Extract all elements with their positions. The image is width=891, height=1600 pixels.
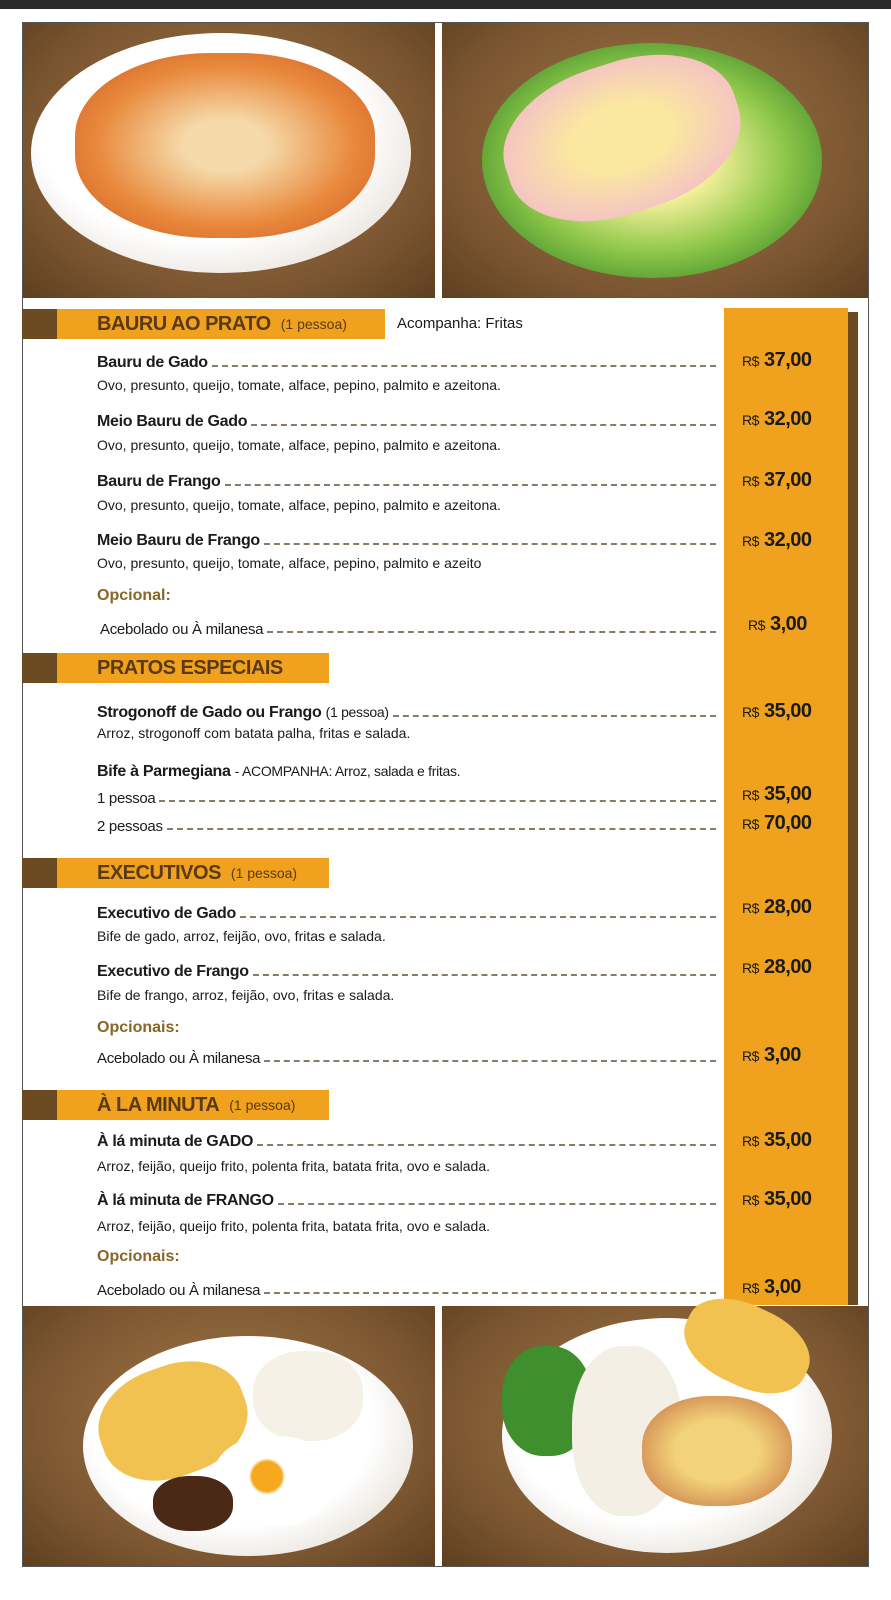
section-marker — [22, 309, 57, 339]
dotted-leader — [264, 1292, 716, 1294]
item-name: Acebolado ou À milanesa — [97, 1282, 261, 1299]
optional-item: Acebolado ou À milanesa — [97, 1277, 718, 1299]
section-header-pratos-especiais: PRATOS ESPECIAIS — [57, 653, 329, 683]
menu-item: Executivo de Frango — [97, 959, 718, 981]
item-price: R$ 37,00 — [742, 349, 812, 371]
dotted-leader — [263, 543, 716, 545]
optional-label: Opcionais: — [97, 1248, 180, 1265]
item-price: R$ 3,00 — [742, 1276, 801, 1298]
optional-label: Opcionais: — [97, 1019, 180, 1036]
egg-icon — [213, 1436, 333, 1526]
menu-item: Strogonoff de Gado ou Frango (1 pessoa) — [97, 700, 718, 722]
item-desc: Arroz, strogonoff com batata palha, frit… — [97, 725, 411, 741]
item-desc: Ovo, presunto, queijo, tomate, alface, p… — [97, 555, 482, 571]
photo-executivo — [23, 1306, 435, 1566]
section-marker — [22, 653, 57, 683]
menu-item: Meio Bauru de Gado — [97, 409, 718, 431]
item-name: Meio Bauru de Gado — [97, 413, 248, 430]
section-marker — [22, 858, 57, 888]
item-name: Meio Bauru de Frango — [97, 532, 260, 549]
section-subtitle: (1 pessoa) — [280, 316, 347, 332]
menu-item: Meio Bauru de Frango — [97, 528, 718, 550]
item-price: R$ 32,00 — [742, 529, 812, 551]
item-price: R$ 28,00 — [742, 896, 812, 918]
menu-item: Bauru de Frango — [97, 469, 718, 491]
section-title: BAURU AO PRATO — [97, 312, 271, 335]
item-name: Executivo de Gado — [97, 905, 236, 922]
top-bar — [0, 0, 891, 9]
section-header-executivos: EXECUTIVOS (1 pessoa) — [57, 858, 329, 888]
dotted-leader — [392, 715, 716, 717]
option-row: 1 pessoa — [97, 785, 718, 807]
item-name: À lá minuta de FRANGO — [97, 1192, 274, 1209]
dotted-leader — [239, 916, 716, 918]
optional-item: Acebolado ou À milanesa — [97, 1045, 718, 1067]
steak-icon — [153, 1476, 233, 1531]
dotted-leader — [166, 828, 716, 830]
price-column-shadow — [848, 312, 858, 1305]
item-price: R$ 28,00 — [742, 956, 812, 978]
dotted-leader — [277, 1203, 716, 1205]
item-desc: Arroz, feijão, queijo frito, polenta fri… — [97, 1158, 490, 1174]
item-price: R$ 3,00 — [742, 1044, 801, 1066]
item-desc: Bife de frango, arroz, feijão, ovo, frit… — [97, 987, 395, 1003]
menu-item: Executivo de Gado — [97, 901, 718, 923]
item-name: Bauru de Frango — [97, 473, 221, 490]
menu-item: À lá minuta de GADO — [97, 1129, 718, 1151]
item-name: À lá minuta de GADO — [97, 1133, 254, 1150]
menu-item: Bife à Parmegiana - ACOMPANHA: Arroz, sa… — [97, 759, 718, 781]
menu-item: À lá minuta de FRANGO — [97, 1188, 718, 1210]
item-name: Executivo de Frango — [97, 963, 249, 980]
menu-item: Bauru de Gado — [97, 350, 718, 372]
dotted-leader — [224, 484, 716, 486]
item-price: R$ 35,00 — [742, 1188, 812, 1210]
item-price: R$ 3,00 — [748, 613, 807, 635]
strogonoff-icon — [642, 1396, 792, 1506]
dotted-leader — [252, 974, 716, 976]
menu-frame — [22, 22, 869, 1567]
dotted-leader — [264, 1060, 716, 1062]
section-note: Acompanha: Fritas — [397, 315, 523, 332]
option-name: 2 pessoas — [97, 818, 163, 835]
section-subtitle: (1 pessoa) — [229, 1097, 296, 1113]
item-price: R$ 35,00 — [742, 700, 812, 722]
bauru-food-icon — [75, 53, 375, 238]
option-name: 1 pessoa — [97, 790, 156, 807]
item-price: R$ 35,00 — [742, 783, 812, 805]
item-desc: Ovo, presunto, queijo, tomate, alface, p… — [97, 437, 501, 453]
section-subtitle: (1 pessoa) — [230, 865, 298, 881]
optional-item: Acebolado ou À milanesa — [100, 616, 718, 638]
item-name: Acebolado ou À milanesa — [100, 621, 264, 638]
section-marker — [22, 1090, 57, 1120]
photo-bauru — [23, 23, 435, 298]
photo-strogonoff — [442, 1282, 868, 1566]
dotted-leader — [257, 1144, 716, 1146]
section-header-a-la-minuta: À LA MINUTA (1 pessoa) — [57, 1090, 329, 1120]
price-column — [724, 308, 848, 1305]
dotted-leader — [267, 631, 716, 633]
item-price: R$ 32,00 — [742, 408, 812, 430]
optional-label: Opcional: — [97, 587, 171, 604]
rice-icon — [253, 1351, 363, 1441]
option-row: 2 pessoas — [97, 813, 718, 835]
item-desc: Bife de gado, arroz, feijão, ovo, fritas… — [97, 928, 386, 944]
item-price: R$ 35,00 — [742, 1129, 812, 1151]
item-name: Acebolado ou À milanesa — [97, 1050, 261, 1067]
section-title: À LA MINUTA — [97, 1093, 220, 1116]
section-header-bauru: BAURU AO PRATO (1 pessoa) — [57, 309, 385, 339]
dotted-leader — [251, 424, 716, 426]
dotted-leader — [211, 365, 716, 367]
item-name: Bife à Parmegiana - ACOMPANHA: Arroz, sa… — [97, 763, 461, 780]
item-price: R$ 70,00 — [742, 812, 812, 834]
section-title: EXECUTIVOS — [97, 861, 221, 884]
item-desc: Ovo, presunto, queijo, tomate, alface, p… — [97, 377, 501, 393]
item-desc: Arroz, feijão, queijo frito, polenta fri… — [97, 1218, 490, 1234]
photo-bauru-salad — [442, 23, 868, 298]
dotted-leader — [159, 800, 716, 802]
item-name: Strogonoff de Gado ou Frango (1 pessoa) — [97, 704, 389, 721]
item-name: Bauru de Gado — [97, 354, 208, 371]
item-desc: Ovo, presunto, queijo, tomate, alface, p… — [97, 497, 501, 513]
section-title: PRATOS ESPECIAIS — [97, 656, 283, 679]
item-price: R$ 37,00 — [742, 469, 812, 491]
